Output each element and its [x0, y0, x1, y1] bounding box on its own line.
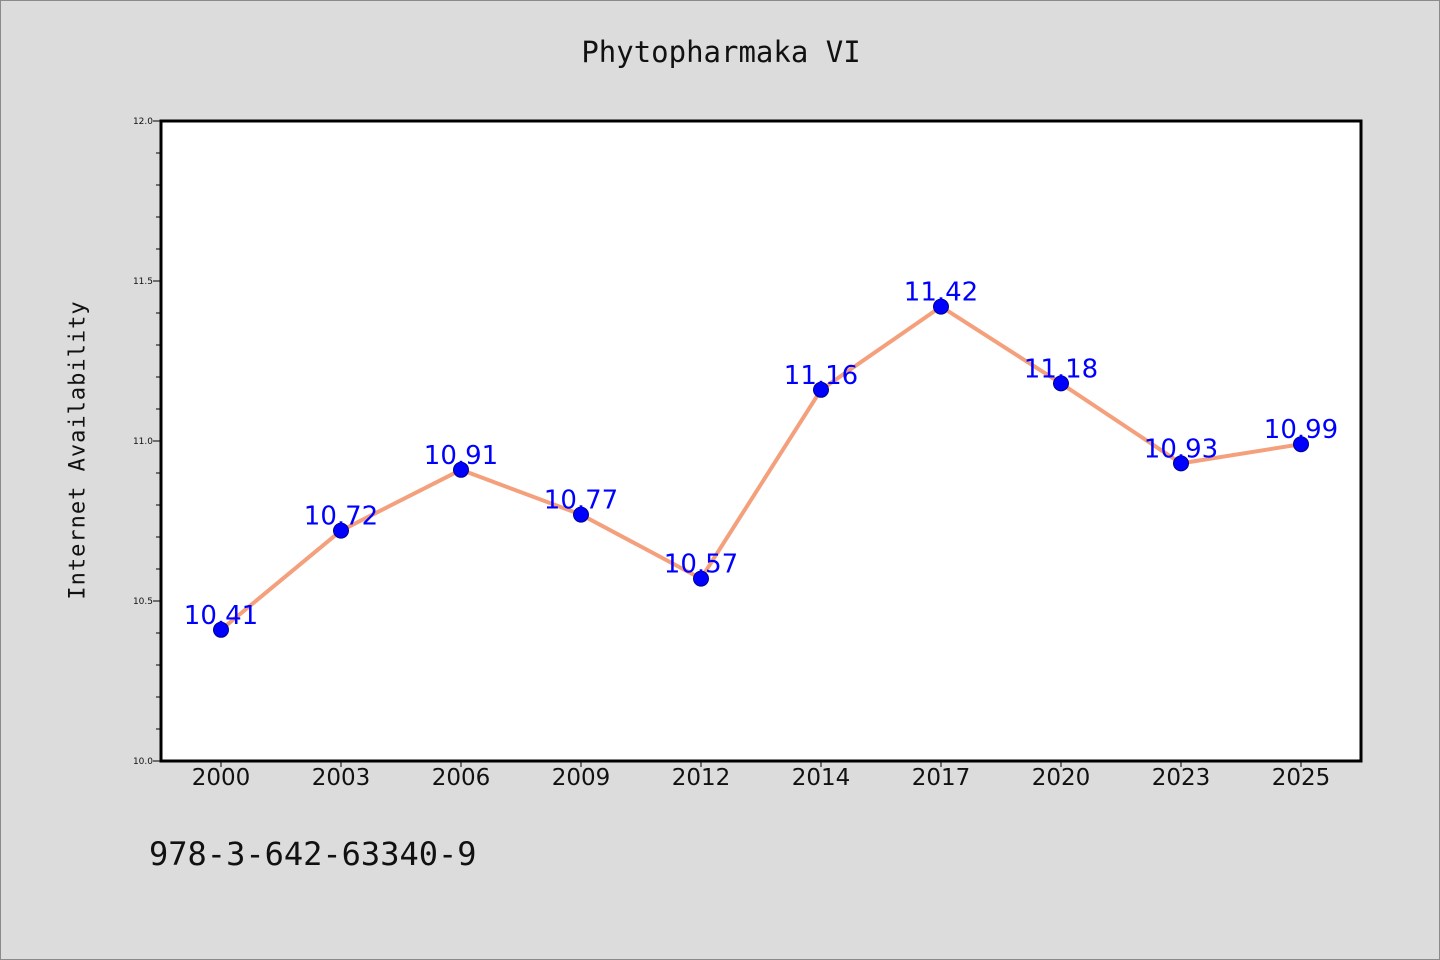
data-point	[933, 298, 949, 315]
x-tick-label: 2023	[1152, 765, 1211, 791]
y-tick-label: 10.0	[133, 757, 153, 767]
data-label: 10.77	[544, 486, 618, 516]
x-tick-label: 2000	[192, 765, 251, 791]
data-label: 10.72	[304, 502, 378, 532]
data-point	[213, 621, 229, 638]
y-tick-label: 10.5	[133, 597, 153, 607]
x-tick-label: 2012	[672, 765, 731, 791]
data-label: 10.93	[1144, 434, 1218, 464]
data-point	[573, 506, 589, 523]
chart-title: Phytopharmaka VI	[581, 35, 861, 69]
data-label: 11.42	[904, 278, 978, 308]
data-point	[453, 461, 469, 478]
data-point	[693, 570, 709, 587]
x-tick-label: 2017	[912, 765, 971, 791]
data-label: 10.99	[1264, 415, 1338, 445]
data-label: 11.16	[784, 361, 858, 391]
y-tick-label: 11.0	[133, 437, 153, 447]
data-point	[1173, 455, 1189, 472]
x-tick-label: 2003	[312, 765, 371, 791]
data-point	[1293, 436, 1309, 453]
data-point	[333, 522, 349, 539]
data-label: 10.41	[184, 601, 258, 631]
x-tick-label: 2006	[432, 765, 491, 791]
x-tick-label: 2020	[1032, 765, 1091, 791]
data-label: 11.18	[1024, 354, 1098, 384]
x-tick-label: 2025	[1272, 765, 1331, 791]
data-label: 10.91	[424, 441, 498, 471]
series-line	[219, 304, 1302, 632]
data-point	[1053, 375, 1069, 392]
data-point	[813, 381, 829, 398]
data-label: 10.57	[664, 550, 738, 580]
isbn-text: 978-3-642-63340-9	[149, 835, 477, 873]
x-tick-label: 2014	[792, 765, 851, 791]
plot-frame	[159, 119, 1363, 763]
y-tick-label: 12.0	[133, 117, 153, 127]
y-tick-label: 11.5	[133, 277, 153, 287]
x-tick-label: 2009	[552, 765, 611, 791]
